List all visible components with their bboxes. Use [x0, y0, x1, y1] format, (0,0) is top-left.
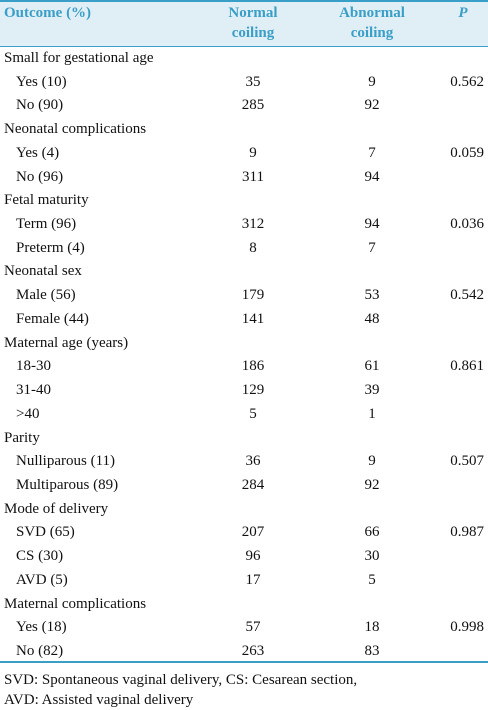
normal-value: 8 — [249, 239, 257, 256]
normal-value: 5 — [249, 405, 257, 422]
abnormal-value: 9 — [368, 73, 376, 90]
p-value: 0.036 — [450, 216, 484, 233]
p-value: 0.861 — [450, 358, 484, 375]
abnormal-value: 48 — [364, 310, 380, 327]
normal-value: 186 — [241, 358, 265, 375]
normal-value: 312 — [241, 216, 265, 233]
group-label: Small for gestational age — [4, 50, 154, 66]
row-label: Multiparous (89) — [16, 476, 119, 493]
normal-value: 207 — [241, 524, 265, 541]
group-label: Fetal maturity — [4, 192, 89, 209]
normal-value: 57 — [245, 619, 261, 636]
group-label: Neonatal sex — [4, 263, 82, 280]
column-header: Outcome (%) — [4, 5, 92, 21]
abnormal-value: 94 — [364, 168, 380, 185]
normal-value: 285 — [241, 97, 265, 114]
abnormal-value: 1 — [368, 405, 376, 422]
abnormal-value: 7 — [368, 239, 376, 256]
group-label: Parity — [4, 429, 40, 446]
row-label: Term (96) — [16, 216, 77, 233]
row-label: Female (44) — [16, 310, 89, 327]
normal-value: 284 — [241, 476, 265, 493]
row-label: 18-30 — [16, 358, 51, 375]
abnormal-value: 66 — [364, 524, 380, 541]
abnormal-value: 92 — [364, 476, 380, 493]
row-label: Yes (18) — [16, 619, 67, 636]
abnormal-value: 30 — [364, 548, 380, 565]
abnormal-value: 18 — [364, 619, 380, 636]
abnormal-value: 92 — [364, 97, 380, 114]
abnormal-value: 5 — [368, 571, 376, 588]
row-label: AVD (5) — [16, 571, 68, 588]
normal-value: 17 — [245, 571, 261, 588]
row-label: Preterm (4) — [16, 239, 85, 256]
table-header — [0, 0, 488, 47]
column-header: Abnormal coiling — [339, 5, 405, 41]
normal-value: 263 — [241, 643, 265, 659]
normal-value: 9 — [249, 144, 257, 161]
group-label: Maternal complications — [4, 595, 147, 612]
normal-value: 35 — [245, 73, 261, 90]
row-label: Yes (10) — [16, 73, 67, 90]
group-label: Mode of delivery — [4, 500, 109, 517]
row-label: No (82) — [16, 643, 64, 659]
row-label: Yes (4) — [16, 144, 60, 161]
column-header: P — [458, 5, 468, 21]
table-rule — [0, 661, 488, 663]
abnormal-value: 83 — [364, 643, 380, 659]
row-label: Male (56) — [16, 287, 76, 304]
p-value: 0.059 — [450, 144, 484, 161]
p-value: 0.507 — [450, 453, 484, 470]
row-label: Nulliparous (11) — [16, 453, 116, 470]
p-value: 0.998 — [450, 619, 484, 636]
normal-value: 129 — [241, 382, 265, 399]
p-value: 0.987 — [450, 524, 484, 541]
normal-value: 96 — [245, 548, 261, 565]
abnormal-value: 7 — [368, 144, 376, 161]
normal-value: 311 — [242, 168, 264, 185]
abnormal-value: 53 — [364, 287, 380, 304]
column-header: Normal coiling — [228, 5, 278, 41]
row-label: >40 — [16, 405, 40, 422]
row-label: No (96) — [16, 168, 64, 185]
footnote: SVD: Spontaneous vaginal delivery, CS: C… — [4, 672, 358, 688]
group-label: Maternal age (years) — [4, 334, 129, 351]
group-label: Neonatal complications — [4, 121, 147, 138]
abnormal-value: 61 — [364, 358, 380, 375]
abnormal-value: 94 — [364, 216, 380, 233]
normal-value: 141 — [241, 310, 265, 327]
normal-value: 36 — [245, 453, 261, 470]
row-label: No (90) — [16, 97, 64, 114]
row-label: 31-40 — [16, 382, 51, 399]
footnote: AVD: Assisted vaginal delivery — [4, 692, 194, 708]
row-label: SVD (65) — [16, 524, 75, 541]
normal-value: 179 — [241, 287, 265, 304]
row-label: CS (30) — [16, 548, 64, 565]
p-value: 0.562 — [450, 73, 484, 90]
abnormal-value: 39 — [364, 382, 380, 399]
p-value: 0.542 — [450, 287, 484, 304]
abnormal-value: 9 — [368, 453, 376, 470]
